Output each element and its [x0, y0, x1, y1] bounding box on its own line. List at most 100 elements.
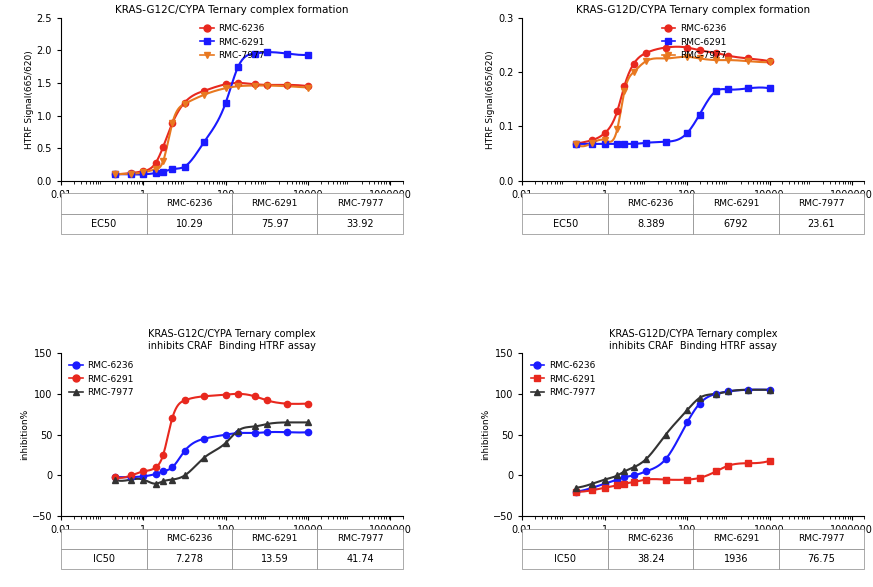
RMC-6291: [199, 393, 210, 400]
RMC-6291: [167, 166, 177, 173]
RMC-6291: [660, 138, 670, 145]
RMC-7977: [660, 55, 670, 62]
RMC-7977: [629, 69, 639, 76]
RMC-6236: [764, 58, 774, 65]
Line: RMC-7977: RMC-7977: [573, 53, 773, 147]
RMC-6236: [138, 473, 148, 480]
RMC-6291: [281, 50, 292, 57]
RMC-6291: [109, 474, 120, 481]
RMC-6291: [138, 468, 148, 475]
X-axis label: Compounds,nM: Compounds,nM: [648, 203, 739, 212]
RMC-6236: [641, 468, 651, 475]
Line: RMC-6291: RMC-6291: [112, 391, 312, 480]
Y-axis label: inhibition%: inhibition%: [20, 409, 29, 460]
RMC-7977: [126, 476, 136, 483]
RMC-6236: [221, 431, 231, 438]
RMC-6291: [158, 168, 168, 176]
RMC-6236: [262, 429, 272, 436]
RMC-6236: [600, 130, 610, 137]
RMC-6236: [660, 456, 670, 463]
RMC-7977: [109, 171, 120, 178]
RMC-6236: [571, 140, 581, 147]
RMC-6291: [723, 86, 733, 93]
RMC-6291: [641, 139, 651, 146]
RMC-6236: [612, 476, 622, 483]
RMC-7977: [233, 427, 244, 434]
RMC-6291: [619, 140, 629, 147]
RMC-6236: [151, 159, 162, 166]
RMC-6291: [588, 487, 598, 494]
RMC-7977: [588, 480, 598, 487]
RMC-7977: [126, 170, 136, 177]
RMC-6291: [571, 488, 581, 495]
RMC-7977: [764, 386, 774, 393]
RMC-6291: [743, 460, 753, 467]
RMC-6291: [151, 170, 162, 177]
RMC-7977: [199, 91, 210, 98]
RMC-7977: [600, 137, 610, 144]
Legend: RMC-6236, RMC-6291, RMC-7977: RMC-6236, RMC-6291, RMC-7977: [65, 357, 137, 401]
RMC-7977: [682, 407, 692, 414]
RMC-7977: [682, 53, 692, 60]
RMC-6236: [158, 468, 168, 475]
Legend: RMC-6236, RMC-6291, RMC-7977: RMC-6236, RMC-6291, RMC-7977: [527, 357, 599, 401]
RMC-6236: [158, 143, 168, 150]
RMC-7977: [600, 476, 610, 483]
RMC-7977: [629, 464, 639, 471]
RMC-6236: [723, 52, 733, 59]
RMC-6236: [764, 386, 774, 393]
RMC-6236: [109, 474, 120, 481]
RMC-7977: [138, 476, 148, 483]
RMC-6291: [629, 140, 639, 147]
Title: KRAS-G12D/CYPA Ternary complex formation: KRAS-G12D/CYPA Ternary complex formation: [576, 5, 810, 15]
RMC-6291: [167, 415, 177, 422]
RMC-6291: [764, 85, 774, 92]
RMC-7977: [109, 476, 120, 483]
RMC-6236: [588, 137, 598, 144]
RMC-6236: [694, 47, 705, 54]
RMC-7977: [250, 423, 260, 430]
RMC-6236: [723, 388, 733, 395]
RMC-7977: [619, 468, 629, 475]
RMC-6236: [303, 429, 313, 436]
RMC-6236: [179, 447, 189, 454]
RMC-7977: [612, 472, 622, 479]
Y-axis label: inhibition%: inhibition%: [481, 409, 491, 460]
RMC-6236: [199, 435, 210, 442]
RMC-6236: [126, 474, 136, 481]
RMC-7977: [250, 82, 260, 89]
RMC-6236: [126, 170, 136, 177]
RMC-6236: [619, 474, 629, 481]
RMC-6236: [167, 120, 177, 127]
RMC-6291: [694, 474, 705, 481]
RMC-6236: [682, 419, 692, 426]
RMC-7977: [612, 126, 622, 133]
RMC-7977: [711, 390, 721, 397]
RMC-6236: [109, 171, 120, 178]
RMC-6236: [179, 99, 189, 106]
RMC-6236: [743, 386, 753, 393]
RMC-6236: [641, 49, 651, 56]
RMC-6291: [179, 397, 189, 404]
RMC-6291: [250, 50, 260, 57]
Title: KRAS-G12D/CYPA Ternary complex
inhibits CRAF  Binding HTRF assay: KRAS-G12D/CYPA Ternary complex inhibits …: [609, 329, 778, 351]
RMC-6291: [682, 130, 692, 137]
RMC-6236: [682, 44, 692, 51]
RMC-7977: [167, 120, 177, 127]
Line: RMC-6236: RMC-6236: [573, 45, 773, 147]
RMC-6291: [694, 111, 705, 118]
Line: RMC-7977: RMC-7977: [112, 419, 312, 487]
RMC-7977: [151, 166, 162, 173]
RMC-7977: [694, 394, 705, 402]
RMC-6236: [629, 472, 639, 479]
RMC-6291: [660, 476, 670, 483]
RMC-6291: [612, 140, 622, 147]
RMC-7977: [151, 480, 162, 487]
Y-axis label: HTRF Signal(665/620): HTRF Signal(665/620): [24, 50, 34, 149]
RMC-6236: [588, 484, 598, 491]
RMC-6236: [612, 108, 622, 115]
RMC-6291: [600, 140, 610, 147]
RMC-6291: [281, 400, 292, 407]
RMC-6236: [281, 429, 292, 436]
RMC-6291: [221, 391, 231, 398]
